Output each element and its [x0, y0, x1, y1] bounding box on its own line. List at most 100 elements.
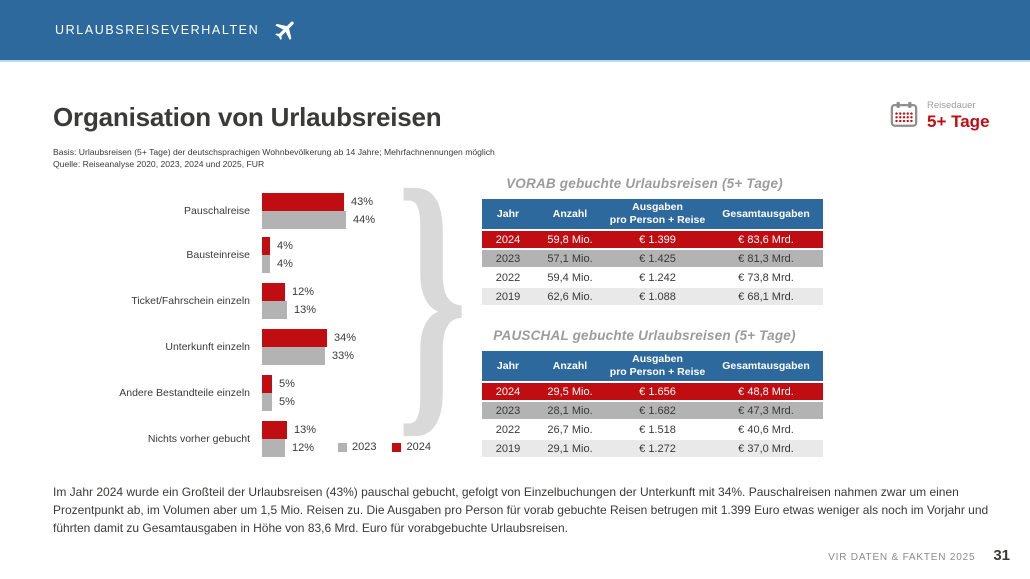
category-label: Bausteinreise — [186, 249, 250, 261]
column-header: Jahr — [482, 351, 534, 381]
table-cell: € 47,3 Mrd. — [709, 402, 823, 419]
calendar-icon — [890, 101, 918, 127]
trip-duration-badge: Reisedauer 5+ Tage — [890, 101, 990, 131]
table-cell: € 37,0 Mrd. — [709, 440, 823, 457]
bar-row: 43% — [262, 193, 375, 211]
bar-value-label: 12% — [292, 442, 315, 454]
page-number: 31 — [993, 547, 1010, 564]
airplane-icon — [275, 21, 295, 40]
booking-type-bar-chart: Pauschalreise 43% 44% Bausteinreise 4% 4% Tick… — [53, 185, 473, 465]
table-cell: 2024 — [482, 383, 534, 400]
table-cell: 26,7 Mio. — [534, 421, 606, 438]
table-cell: 62,6 Mio. — [534, 288, 606, 305]
bar-pair: 43% 44% — [262, 193, 375, 229]
bar-2023 — [262, 347, 325, 365]
category-label: Pauschalreise — [184, 205, 250, 217]
table-row-2024: 2024 59,8 Mio. € 1.399 € 83,6 Mrd. — [482, 231, 823, 248]
table-cell: € 1.425 — [606, 250, 709, 267]
bar-2023 — [262, 211, 346, 229]
quelle-note: Quelle: Reiseanalyse 2020, 2023, 2024 un… — [53, 159, 265, 169]
bar-2024 — [262, 237, 270, 255]
bar-pair: 5% 5% — [262, 375, 295, 411]
bar-2024 — [262, 193, 344, 211]
bar-group: Andere Bestandteile einzeln 5% 5% — [53, 375, 295, 411]
vorab-table-section: VORAB gebuchte Urlaubsreisen (5+ Tage) J… — [482, 176, 823, 307]
bar-2023 — [262, 255, 270, 273]
table-cell: € 1.399 — [606, 231, 709, 248]
bar-value-label: 44% — [353, 214, 376, 226]
table-row-2019: 2019 29,1 Mio. € 1.272 € 37,0 Mrd. — [482, 440, 823, 457]
table-cell: 29,5 Mio. — [534, 383, 606, 400]
duration-value: 5+ Tage — [927, 111, 990, 131]
table-cell: € 48,8 Mrd. — [709, 383, 823, 400]
vorab-table-title: VORAB gebuchte Urlaubsreisen (5+ Tage) — [506, 176, 783, 191]
bar-value-label: 12% — [292, 286, 315, 298]
bar-row: 13% — [262, 301, 316, 319]
table-cell: 2023 — [482, 402, 534, 419]
table-cell: € 40,6 Mrd. — [709, 421, 823, 438]
table-cell: € 1.656 — [606, 383, 709, 400]
legend-swatch-2024 — [392, 442, 402, 452]
table-cell: 2019 — [482, 288, 534, 305]
chart-legend: 2023 2024 — [338, 441, 431, 453]
bar-row: 4% — [262, 255, 293, 273]
bar-2024 — [262, 421, 287, 439]
table-cell: 2024 — [482, 231, 534, 248]
top-bar: URLAUBSREISEVERHALTEN — [0, 0, 1030, 62]
table-cell: 2022 — [482, 421, 534, 438]
bar-2023 — [262, 301, 287, 319]
table-row-2023: 2023 57,1 Mio. € 1.425 € 81,3 Mrd. — [482, 250, 823, 267]
column-header: Anzahl — [534, 199, 606, 229]
column-header: Gesamtausgaben — [709, 199, 823, 229]
bar-group: Bausteinreise 4% 4% — [53, 237, 293, 273]
column-header: Ausgaben pro Person + Reise — [606, 351, 709, 381]
table-cell: € 1.682 — [606, 402, 709, 419]
table-row-2023: 2023 28,1 Mio. € 1.682 € 47,3 Mrd. — [482, 402, 823, 419]
table-cell: € 81,3 Mrd. — [709, 250, 823, 267]
pauschal-table: Jahr Anzahl Ausgaben pro Person + Reise Gesa… — [482, 349, 823, 459]
legend-label-2023: 2023 — [352, 441, 377, 453]
section-title: URLAUBSREISEVERHALTEN — [55, 23, 260, 37]
table-cell: 29,1 Mio. — [534, 440, 606, 457]
table-cell: € 1.088 — [606, 288, 709, 305]
footer-label: VIR DATEN & FAKTEN 2025 — [828, 552, 976, 563]
bar-row: 33% — [262, 347, 356, 365]
bar-value-label: 13% — [294, 424, 317, 436]
bar-2024 — [262, 329, 327, 347]
column-header: Gesamtausgaben — [709, 351, 823, 381]
table-row-2019: 2019 62,6 Mio. € 1.088 € 68,1 Mrd. — [482, 288, 823, 305]
table-cell: € 1.518 — [606, 421, 709, 438]
bar-row: 12% — [262, 283, 316, 301]
table-cell: 59,8 Mio. — [534, 231, 606, 248]
legend-label-2024: 2024 — [406, 441, 431, 453]
bar-pair: 12% 13% — [262, 283, 316, 319]
bar-pair: 13% 12% — [262, 421, 316, 457]
column-header: Ausgaben pro Person + Reise — [606, 199, 709, 229]
table-cell: € 83,6 Mrd. — [709, 231, 823, 248]
table-row-2022: 2022 26,7 Mio. € 1.518 € 40,6 Mrd. — [482, 421, 823, 438]
legend-swatch-2023 — [338, 442, 347, 452]
table-cell: 2022 — [482, 269, 534, 286]
bar-group: Nichts vorher gebucht 13% 12% — [53, 421, 316, 457]
category-label: Andere Bestandteile einzeln — [119, 387, 250, 399]
bar-group: Unterkunft einzeln 34% 33% — [53, 329, 356, 365]
bar-row: 13% — [262, 421, 316, 439]
pauschal-table-title: PAUSCHAL gebuchte Urlaubsreisen (5+ Tage… — [493, 328, 796, 343]
bar-row: 44% — [262, 211, 375, 229]
page-title: Organisation von Urlaubsreisen — [53, 102, 442, 132]
footer: VIR DATEN & FAKTEN 2025 31 — [828, 547, 1010, 564]
basis-note: Basis: Urlaubsreisen (5+ Tage) der deuts… — [53, 147, 495, 157]
header-row: Jahr Anzahl Ausgaben pro Person + Reise Gesa… — [482, 199, 823, 229]
table-cell: 28,1 Mio. — [534, 402, 606, 419]
bar-2024 — [262, 375, 272, 393]
bar-2023 — [262, 439, 285, 457]
table-cell: € 1.242 — [606, 269, 709, 286]
bar-row: 5% — [262, 375, 295, 393]
category-label: Ticket/Fahrschein einzeln — [131, 295, 250, 307]
table-cell: € 1.272 — [606, 440, 709, 457]
bar-group: Pauschalreise 43% 44% — [53, 193, 375, 229]
bar-row: 4% — [262, 237, 293, 255]
bar-row: 12% — [262, 439, 316, 457]
bar-value-label: 5% — [279, 378, 295, 390]
